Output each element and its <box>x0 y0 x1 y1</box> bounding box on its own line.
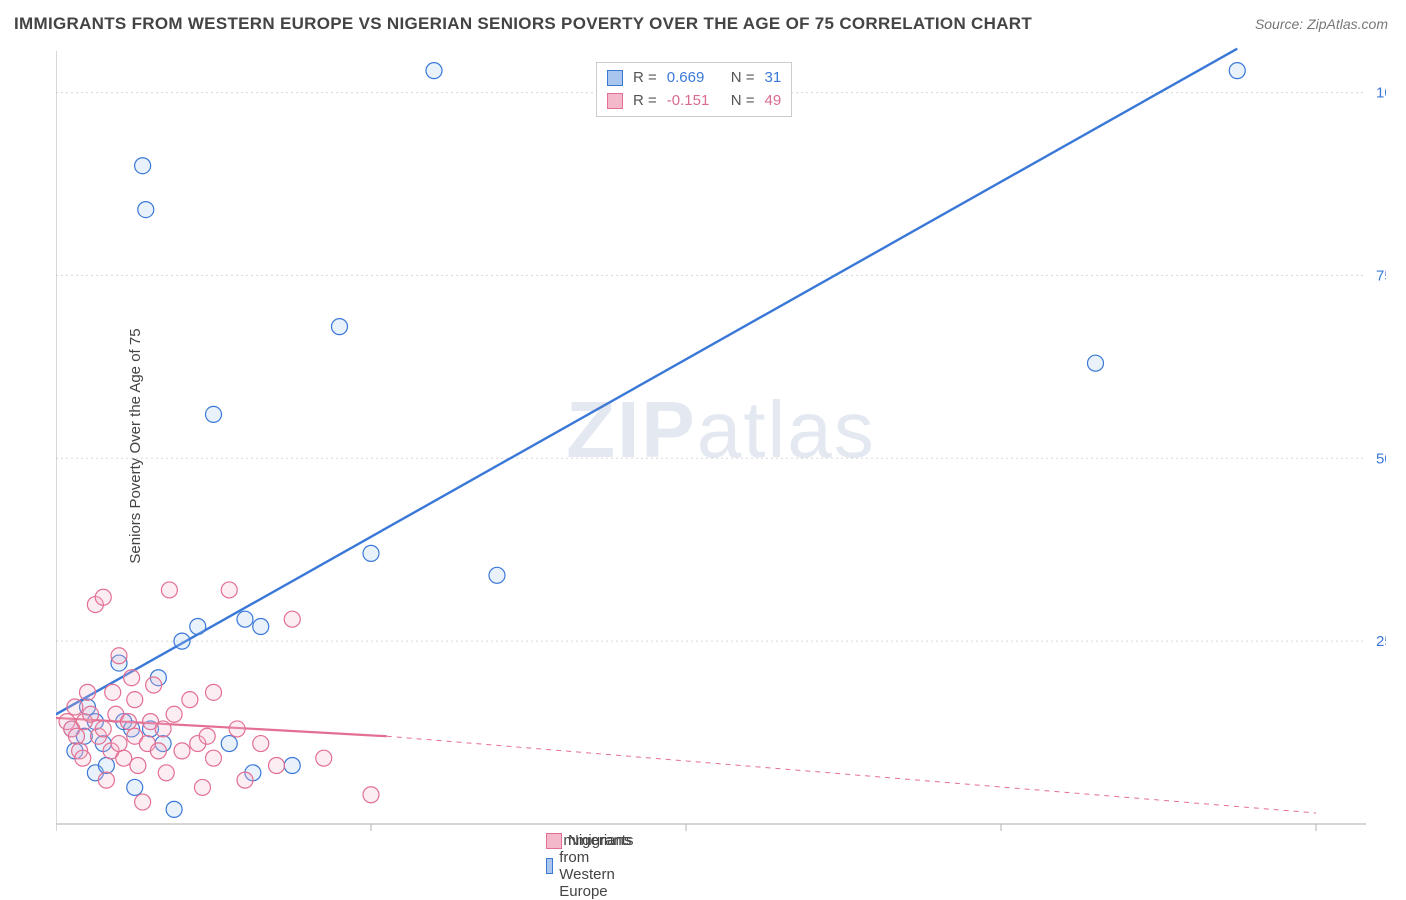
legend-label: Nigerians <box>568 832 631 849</box>
legend-top: R =0.669N =31R =-0.151N =49 <box>596 62 792 117</box>
legend-stat-row: R =0.669N =31 <box>607 67 781 90</box>
legend-swatch <box>546 858 553 874</box>
legend-stat-row: R =-0.151N =49 <box>607 90 781 113</box>
svg-text:25.0%: 25.0% <box>1376 633 1386 650</box>
chart-svg: 25.0%50.0%75.0%100.0%0.0%80.0% <box>56 46 1386 846</box>
legend-swatch <box>607 93 623 109</box>
svg-text:50.0%: 50.0% <box>1376 450 1386 467</box>
legend-swatch <box>546 833 562 849</box>
svg-text:75.0%: 75.0% <box>1376 267 1386 284</box>
svg-text:100.0%: 100.0% <box>1376 85 1386 102</box>
legend-swatch <box>607 70 623 86</box>
source-label: Source: ZipAtlas.com <box>1255 16 1388 32</box>
chart-title: IMMIGRANTS FROM WESTERN EUROPE VS NIGERI… <box>14 14 1032 34</box>
scatter-chart: 25.0%50.0%75.0%100.0%0.0%80.0% ZIPatlas … <box>56 46 1386 846</box>
legend-item: Nigerians <box>546 832 631 849</box>
